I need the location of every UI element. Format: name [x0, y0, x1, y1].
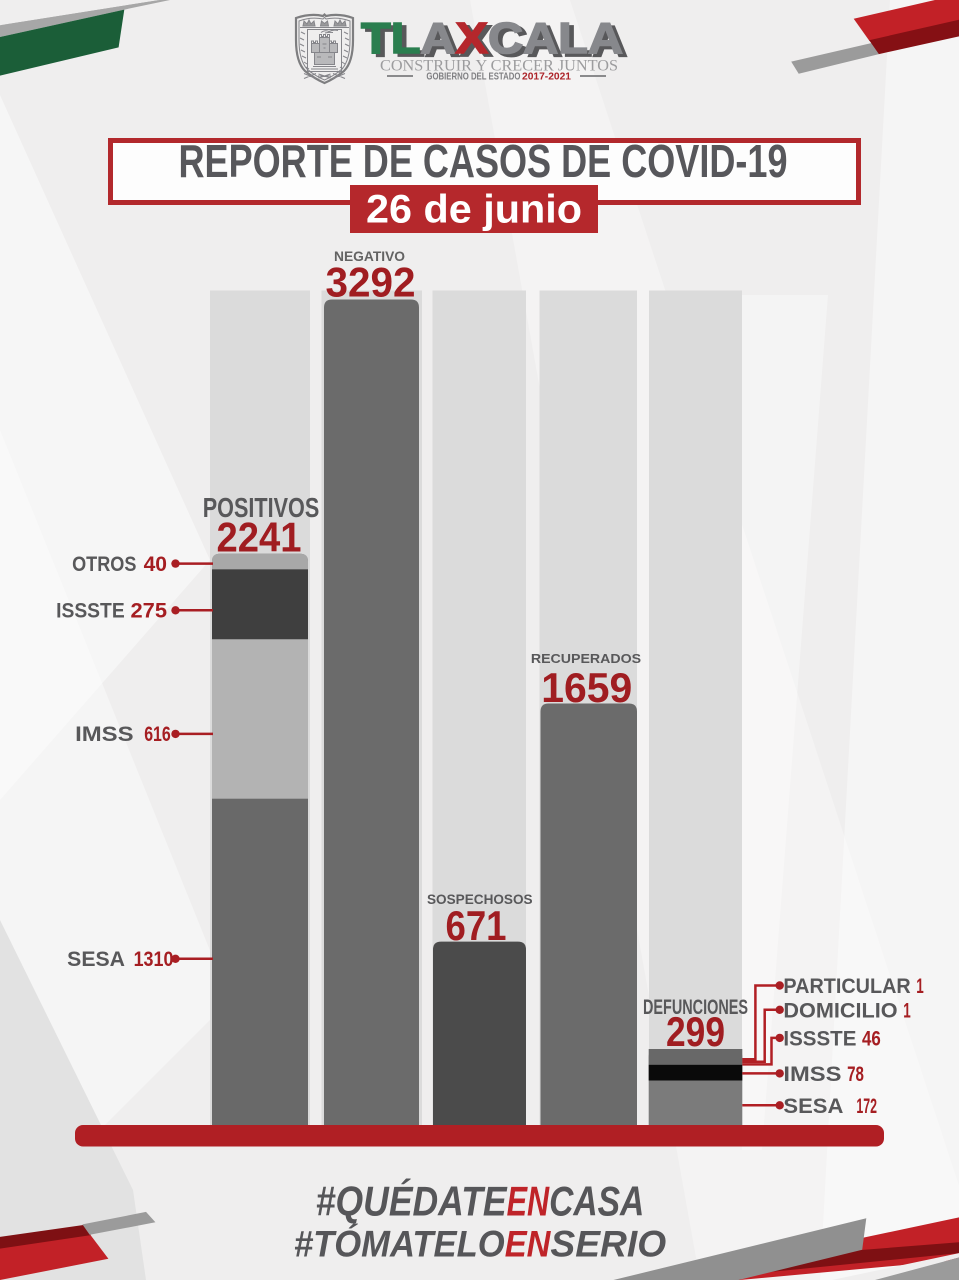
svg-text:1659: 1659	[541, 664, 632, 711]
svg-text:616: 616	[144, 723, 171, 746]
svg-text:26 de junio: 26 de junio	[366, 188, 582, 232]
svg-text:3292: 3292	[326, 259, 416, 306]
svg-text:78: 78	[847, 1063, 864, 1086]
svg-text:GOBIERNO DEL ESTADO: GOBIERNO DEL ESTADO	[426, 70, 520, 82]
svg-text:172: 172	[856, 1095, 877, 1118]
svg-text:1: 1	[903, 999, 911, 1022]
svg-text:OTROS: OTROS	[72, 553, 136, 576]
svg-text:POSITIVOS: POSITIVOS	[203, 492, 320, 523]
svg-text:TLAXCALA: TLAXCALA	[366, 17, 628, 66]
svg-text:ISSSTE: ISSSTE	[56, 600, 125, 623]
svg-text:SERIO: SERIO	[550, 1223, 666, 1265]
svg-text:EN: EN	[505, 1223, 552, 1265]
svg-text:46: 46	[862, 1027, 881, 1050]
svg-text:RECUPERADOS: RECUPERADOS	[531, 651, 642, 666]
svg-text:CONSTRUIR Y CRECER JUNTOS: CONSTRUIR Y CRECER JUNTOS	[380, 58, 618, 75]
svg-text:CASA: CASA	[549, 1178, 644, 1225]
svg-text:1: 1	[916, 975, 924, 998]
svg-text:ISSSTE: ISSSTE	[783, 1027, 856, 1050]
svg-text:#QUÉDATE: #QUÉDATE	[316, 1178, 508, 1225]
svg-text:299: 299	[666, 1008, 725, 1055]
svg-text:IMSS: IMSS	[783, 1063, 841, 1086]
svg-text:671: 671	[446, 902, 507, 949]
svg-text:SOSPECHOSOS: SOSPECHOSOS	[427, 891, 533, 907]
svg-text:SESA: SESA	[783, 1095, 843, 1118]
svg-text:DEFUNCIONES: DEFUNCIONES	[643, 996, 748, 1019]
svg-text:TLAXCALA: TLAXCALA	[361, 14, 623, 63]
svg-text:40: 40	[144, 553, 167, 576]
svg-text:275: 275	[131, 600, 168, 623]
svg-text:IMSS: IMSS	[75, 723, 133, 746]
svg-text:SESA: SESA	[67, 948, 125, 971]
svg-text:EN: EN	[507, 1178, 550, 1225]
svg-text:#TÓMATELO: #TÓMATELO	[294, 1223, 505, 1265]
svg-text:2017-2021: 2017-2021	[522, 70, 571, 82]
svg-text:NEGATIVO: NEGATIVO	[334, 248, 405, 264]
svg-text:1310: 1310	[134, 948, 174, 971]
svg-text:PARTICULAR: PARTICULAR	[783, 975, 910, 998]
svg-text:DOMICILIO: DOMICILIO	[783, 999, 897, 1022]
svg-text:REPORTE DE CASOS DE COVID-19: REPORTE DE CASOS DE COVID-19	[179, 135, 788, 187]
svg-text:2241: 2241	[217, 514, 302, 561]
